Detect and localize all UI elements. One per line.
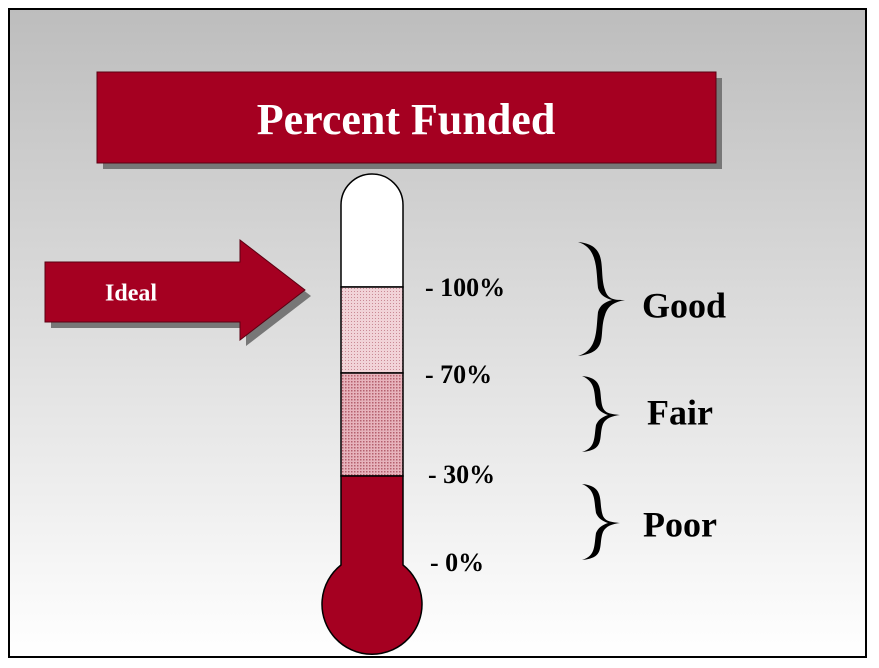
zone-label: Good bbox=[642, 285, 726, 325]
zone-good-fill bbox=[340, 286, 404, 374]
scale-label: - 0% bbox=[430, 548, 484, 577]
zone-fair-fill bbox=[340, 372, 404, 477]
title: Percent Funded bbox=[257, 95, 556, 144]
arrow bbox=[44, 238, 306, 342]
arrow-label: Ideal bbox=[105, 281, 157, 307]
scale-label: - 30% bbox=[428, 460, 495, 489]
zone-label: Poor bbox=[643, 504, 717, 544]
scale-label: - 100% bbox=[425, 273, 505, 302]
tube-empty bbox=[340, 173, 404, 288]
brace bbox=[578, 242, 625, 356]
zone-label: Fair bbox=[647, 392, 713, 432]
title-box bbox=[96, 71, 717, 164]
scale-label: - 70% bbox=[425, 360, 492, 389]
bulb bbox=[321, 475, 423, 655]
